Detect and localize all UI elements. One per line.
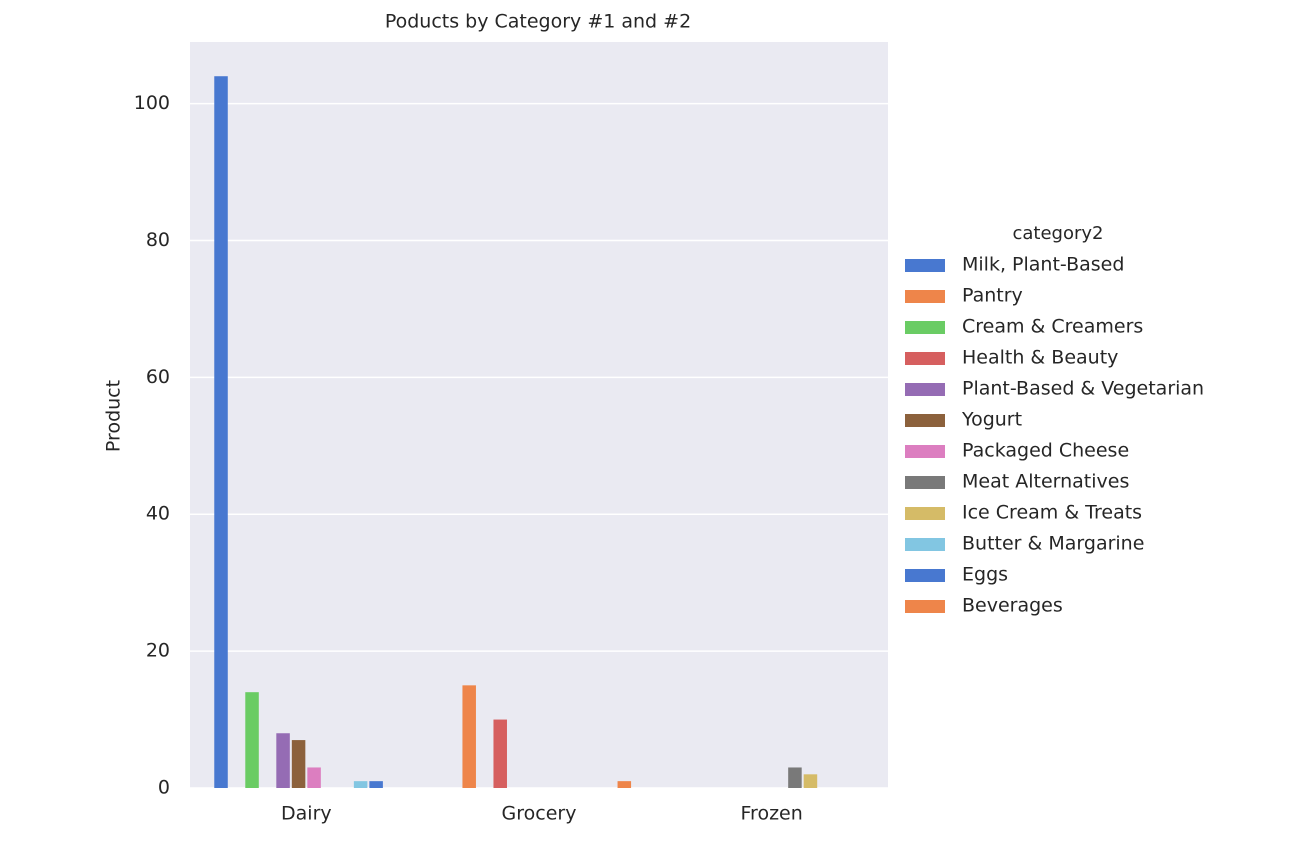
legend-title: category2 xyxy=(1012,223,1103,244)
legend-swatch xyxy=(905,507,945,520)
legend-swatch xyxy=(905,414,945,427)
legend-swatch xyxy=(905,352,945,365)
legend-label: Ice Cream & Treats xyxy=(962,502,1142,524)
legend-swatch xyxy=(905,600,945,613)
y-tick-label: 100 xyxy=(134,92,170,114)
legend-swatch xyxy=(905,476,945,489)
y-tick-label: 40 xyxy=(146,503,170,525)
legend-label: Milk, Plant-Based xyxy=(962,254,1124,276)
legend-label: Health & Beauty xyxy=(962,347,1118,369)
y-tick-label: 0 xyxy=(158,777,170,799)
bar xyxy=(462,685,476,788)
bar xyxy=(353,781,368,788)
legend-label: Meat Alternatives xyxy=(962,471,1129,493)
legend-label: Eggs xyxy=(962,564,1008,586)
bar xyxy=(493,719,507,788)
y-tick-label: 20 xyxy=(146,640,170,662)
legend-label: Beverages xyxy=(962,595,1063,617)
bar xyxy=(214,76,228,788)
chart-title: Poducts by Category #1 and #2 xyxy=(385,11,691,33)
x-tick-label: Grocery xyxy=(502,803,577,825)
legend-label: Yogurt xyxy=(961,409,1022,431)
legend-swatch xyxy=(905,290,945,303)
legend-label: Butter & Margarine xyxy=(962,533,1144,555)
bar xyxy=(617,781,632,788)
x-tick-label: Frozen xyxy=(741,803,803,825)
legend-label: Cream & Creamers xyxy=(962,316,1143,338)
legend-swatch xyxy=(905,321,945,334)
legend-swatch xyxy=(905,538,945,551)
bar xyxy=(291,740,306,788)
bar xyxy=(307,767,321,788)
plot-area xyxy=(190,42,888,788)
legend-swatch xyxy=(905,259,945,272)
bar xyxy=(276,733,290,788)
legend-label: Packaged Cheese xyxy=(962,440,1129,462)
legend-label: Pantry xyxy=(962,285,1023,307)
bar xyxy=(803,774,818,788)
legend-swatch xyxy=(905,445,945,458)
y-tick-label: 80 xyxy=(146,229,170,251)
legend-swatch xyxy=(905,569,945,582)
y-tick-label: 60 xyxy=(146,366,170,388)
legend-label: Plant-Based & Vegetarian xyxy=(962,378,1204,400)
y-axis-label: Product xyxy=(103,380,125,452)
bar xyxy=(369,781,383,788)
legend-swatch xyxy=(905,383,945,396)
bar xyxy=(245,692,259,788)
bar xyxy=(788,767,802,788)
x-tick-label: Dairy xyxy=(281,803,332,825)
